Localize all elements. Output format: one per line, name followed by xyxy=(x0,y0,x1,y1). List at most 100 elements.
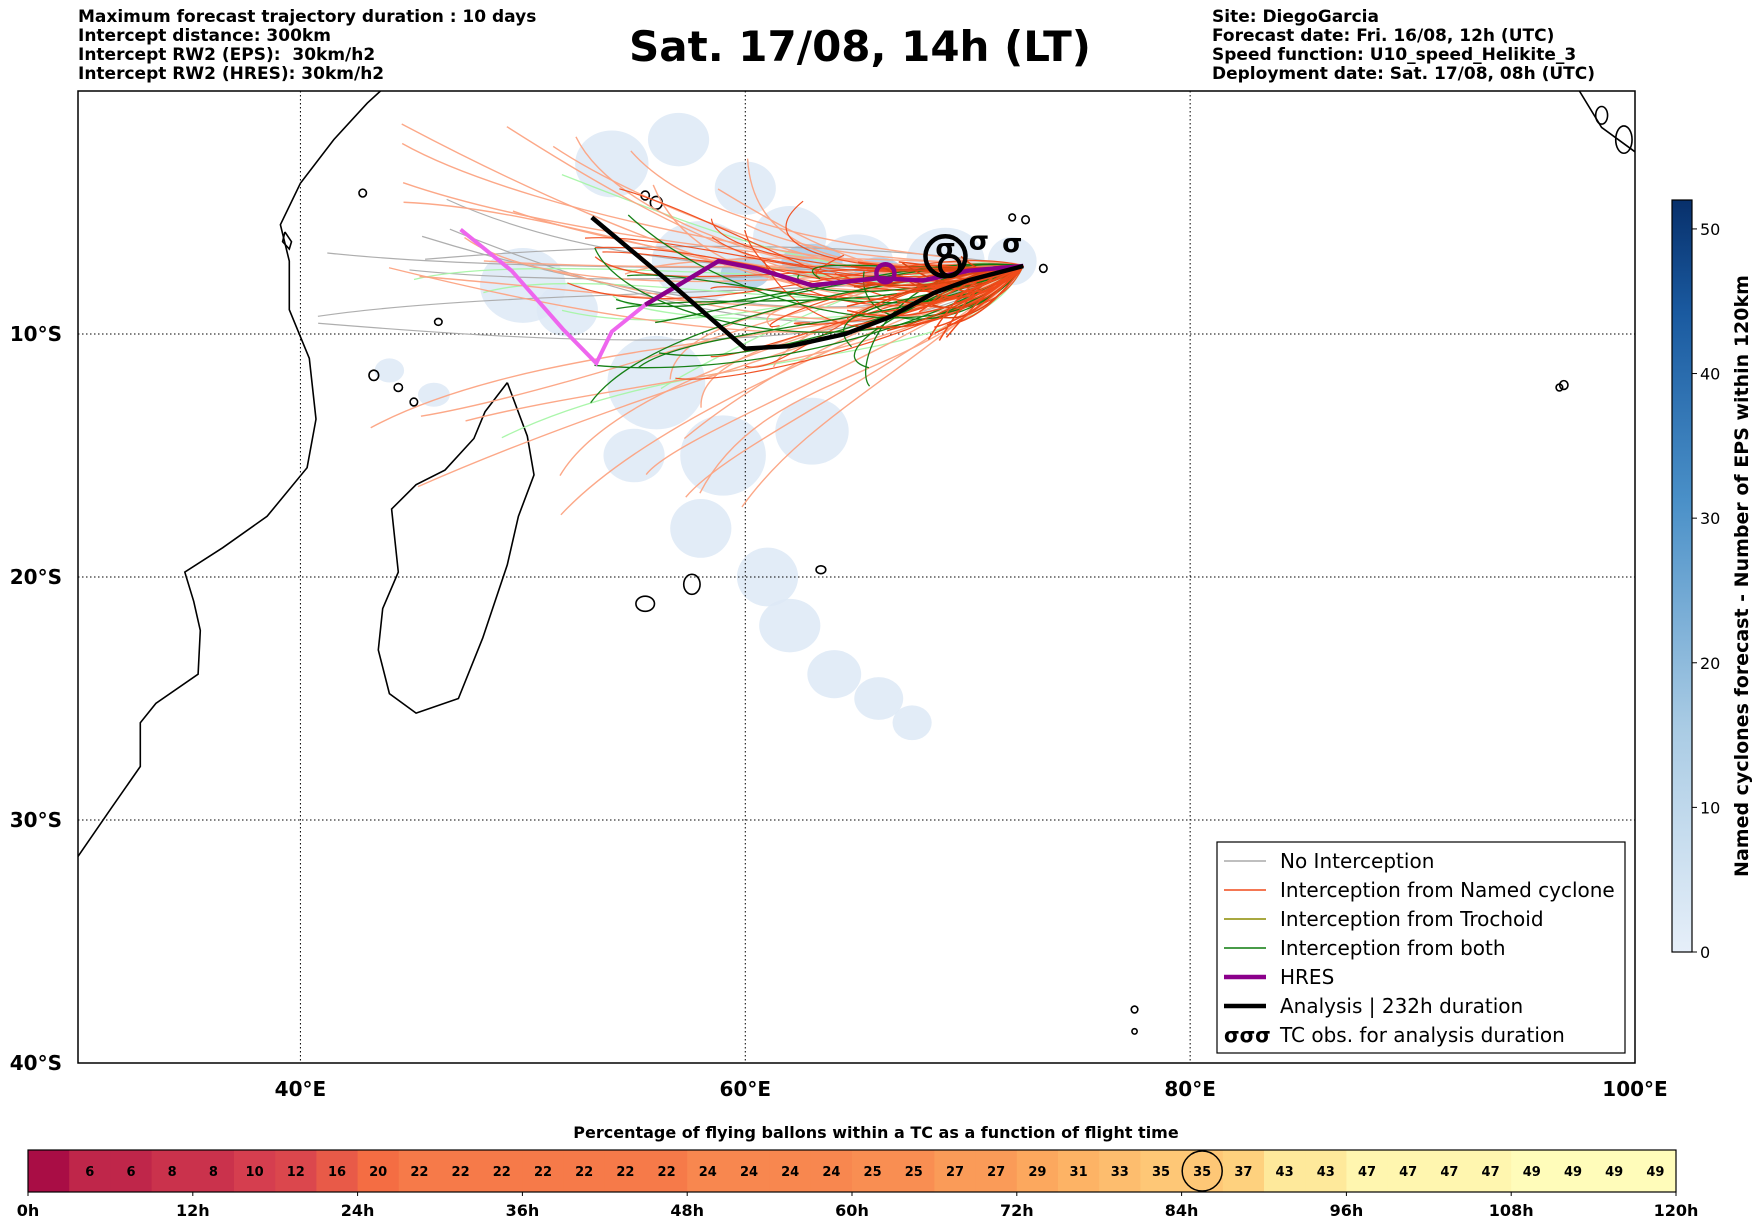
percentage-cell xyxy=(522,1150,565,1192)
percentage-cell xyxy=(563,1150,606,1192)
percentage-cell xyxy=(687,1150,729,1192)
density-blob xyxy=(854,677,904,720)
percentage-cell-value: 24 xyxy=(699,1165,717,1180)
coastline-island xyxy=(368,369,380,382)
header-right-line: Speed function: U10_speed_Helikite_3 xyxy=(1212,45,1577,65)
legend-entries: No Interception Interception from Named c… xyxy=(1224,849,1615,1047)
percentage-cell xyxy=(810,1150,853,1192)
percentage-cell-value: 47 xyxy=(1399,1165,1417,1180)
percentage-cell-value: 35 xyxy=(1193,1165,1211,1180)
percentage-tick-label: 60h xyxy=(835,1201,869,1220)
header-left-line: Intercept RW2 (HRES): 30km/h2 xyxy=(78,64,385,84)
coastline-sumatra xyxy=(1578,91,1635,154)
header-right-info: Site: DiegoGarcia Forecast date: Fri. 16… xyxy=(1212,8,1595,84)
tc-obs-symbol: σ xyxy=(969,227,989,257)
percentage-tick-label: 0h xyxy=(17,1201,40,1220)
percentage-cell xyxy=(28,1150,70,1192)
percentage-cell-value: 47 xyxy=(1482,1165,1500,1180)
percentage-cell xyxy=(1552,1150,1595,1192)
percentage-cell xyxy=(1511,1150,1553,1192)
percentage-cell xyxy=(1140,1150,1183,1192)
percentage-cell-value: 22 xyxy=(493,1165,511,1180)
percentage-tick-label: 48h xyxy=(670,1201,704,1220)
percentage-cell xyxy=(1016,1150,1059,1192)
x-tick-label: 40°E xyxy=(275,1077,327,1101)
percentage-cell-value: 22 xyxy=(410,1165,428,1180)
percentage-cell-value: 8 xyxy=(209,1165,218,1180)
percentage-cell xyxy=(1470,1150,1512,1192)
density-blob xyxy=(680,415,766,496)
track-both xyxy=(594,247,1024,333)
percentage-cell xyxy=(192,1150,235,1192)
percentage-cell xyxy=(975,1150,1018,1192)
percentage-cell-value: 31 xyxy=(1070,1165,1088,1180)
percentage-cell xyxy=(1634,1150,1677,1192)
density-blob xyxy=(736,547,799,607)
trajectory-layer xyxy=(317,123,1024,516)
percentage-cell-value: 22 xyxy=(575,1165,593,1180)
percentage-cell-value: 27 xyxy=(987,1165,1005,1180)
density-blob xyxy=(759,598,821,653)
track-cluster xyxy=(846,265,1024,317)
grid-lines xyxy=(78,91,1635,1063)
legend-label: Interception from Named cyclone xyxy=(1280,878,1615,902)
track-named-cyclone xyxy=(619,188,1024,309)
density-blob xyxy=(607,335,706,430)
track-named-cyclone xyxy=(744,265,1024,368)
percentage-cell-value: 25 xyxy=(864,1165,882,1180)
percentage-cell-value: 20 xyxy=(369,1165,387,1180)
density-blob xyxy=(647,112,710,167)
percentage-cell-value: 10 xyxy=(246,1165,264,1180)
percentage-cell xyxy=(852,1150,894,1192)
percentage-cell xyxy=(1428,1150,1471,1192)
colorbar-tick-label: 50 xyxy=(1700,220,1720,239)
percentage-cell xyxy=(398,1150,441,1192)
coastline-island xyxy=(433,317,443,327)
coastline-zanzibar xyxy=(281,231,293,251)
percentage-tick-label: 36h xyxy=(506,1201,540,1220)
x-tick-label: 80°E xyxy=(1164,1077,1216,1101)
tc-obs-symbol: σ xyxy=(1002,229,1022,259)
coastline-island xyxy=(358,188,368,198)
coastline-island xyxy=(1614,125,1633,155)
coastline-island xyxy=(1038,263,1048,274)
track-named-cyclone-light xyxy=(575,136,1024,279)
percentage-cell-value: 22 xyxy=(534,1165,552,1180)
percentage-cell xyxy=(110,1150,153,1192)
coastline-island xyxy=(1021,215,1031,225)
percentage-cell-value: 49 xyxy=(1564,1165,1582,1180)
density-blob xyxy=(892,705,932,741)
percentage-tick-label: 12h xyxy=(176,1201,210,1220)
y-tick-label: 40°S xyxy=(10,1051,62,1075)
percentage-cell xyxy=(646,1150,688,1192)
colorbar-ticks: 0 10 20 30 40 50 xyxy=(1692,220,1720,962)
header-right-line: Site: DiegoGarcia xyxy=(1212,7,1379,27)
density-blob xyxy=(575,130,649,198)
percentage-tick-label: 24h xyxy=(341,1201,375,1220)
percentage-tick-label: 84h xyxy=(1165,1201,1199,1220)
coastline-island xyxy=(1130,1005,1139,1014)
percentage-bar-title: Percentage of flying ballons within a TC… xyxy=(573,1123,1179,1142)
density-blob xyxy=(670,498,732,558)
legend-label: TC obs. for analysis duration xyxy=(1279,1023,1565,1047)
legend-label: Analysis | 232h duration xyxy=(1280,994,1523,1018)
percentage-highlight xyxy=(1181,1150,1223,1192)
density-blob xyxy=(603,428,665,483)
percentage-cell xyxy=(934,1150,977,1192)
coastline-island xyxy=(409,397,419,407)
coastlines xyxy=(78,91,1635,1035)
coastline-island xyxy=(1594,105,1609,125)
percentage-cell-value: 47 xyxy=(1358,1165,1376,1180)
colorbar-gradient xyxy=(1671,199,1693,953)
track-named-cyclone-light xyxy=(645,265,1024,475)
percentage-cell xyxy=(1264,1150,1306,1192)
header-left-info: Maximum forecast trajectory duration : 1… xyxy=(78,8,536,84)
colorbar-tick-label: 0 xyxy=(1700,943,1710,962)
percentage-cell-value: 6 xyxy=(85,1165,94,1180)
coastline-island xyxy=(1131,1027,1138,1035)
y-tick-label: 10°S xyxy=(10,322,62,346)
density-blob xyxy=(374,358,405,383)
